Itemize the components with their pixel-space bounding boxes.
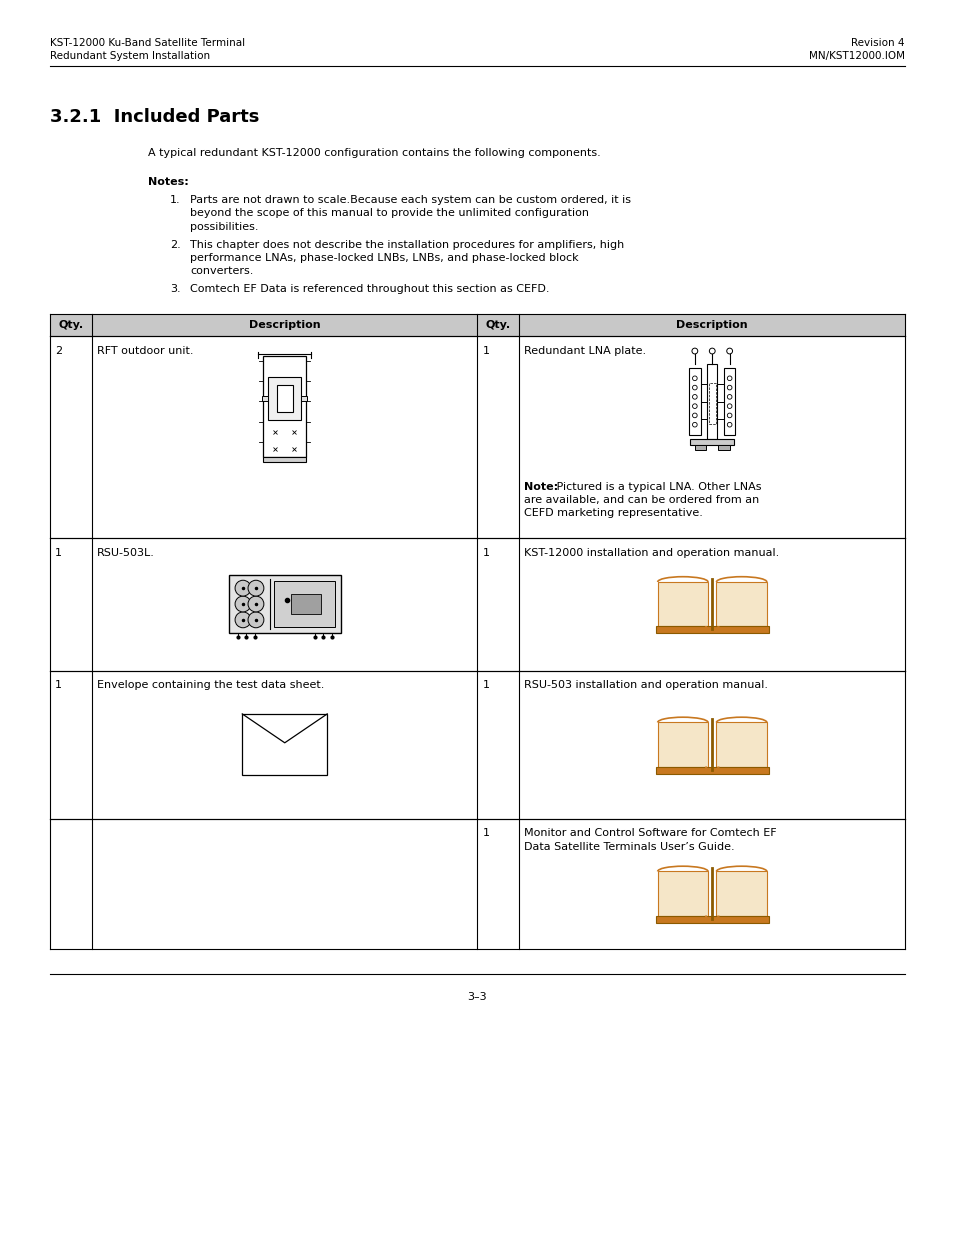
Circle shape <box>692 404 697 409</box>
Text: 3–3: 3–3 <box>467 992 487 1002</box>
Text: A typical redundant KST-12000 configuration contains the following components.: A typical redundant KST-12000 configurat… <box>148 148 600 158</box>
Polygon shape <box>263 356 306 457</box>
Text: MN/KST12000.IOM: MN/KST12000.IOM <box>808 51 904 61</box>
Text: 1: 1 <box>482 547 489 557</box>
Text: Redundant System Installation: Redundant System Installation <box>50 51 210 61</box>
Polygon shape <box>716 582 766 626</box>
Polygon shape <box>657 582 707 626</box>
Text: Parts are not drawn to scale.Because each system can be custom ordered, it is: Parts are not drawn to scale.Because eac… <box>190 195 630 205</box>
Text: RFT outdoor unit.: RFT outdoor unit. <box>97 346 193 356</box>
Polygon shape <box>655 915 768 923</box>
Circle shape <box>692 394 697 399</box>
Text: Redundant LNA plate.: Redundant LNA plate. <box>524 346 646 356</box>
Text: Description: Description <box>249 320 320 330</box>
Text: 1: 1 <box>482 680 489 690</box>
Polygon shape <box>716 872 766 915</box>
Text: RSU-503L.: RSU-503L. <box>97 547 154 557</box>
Circle shape <box>234 580 251 597</box>
Polygon shape <box>242 714 327 776</box>
Circle shape <box>726 404 731 409</box>
Text: possibilities.: possibilities. <box>190 222 258 232</box>
Text: Note:: Note: <box>524 482 558 492</box>
Polygon shape <box>694 445 706 450</box>
Text: KST-12000 installation and operation manual.: KST-12000 installation and operation man… <box>524 547 779 557</box>
Polygon shape <box>690 440 733 445</box>
Text: converters.: converters. <box>190 267 253 277</box>
Text: 1.: 1. <box>170 195 180 205</box>
Polygon shape <box>276 385 293 412</box>
Polygon shape <box>718 445 729 450</box>
Circle shape <box>692 375 697 380</box>
Text: Revision 4: Revision 4 <box>851 38 904 48</box>
Text: RSU-503 installation and operation manual.: RSU-503 installation and operation manua… <box>524 680 768 690</box>
Text: Envelope containing the test data sheet.: Envelope containing the test data sheet. <box>97 680 324 690</box>
Polygon shape <box>657 722 707 767</box>
Circle shape <box>726 422 731 427</box>
Circle shape <box>726 375 731 380</box>
Text: 3.2.1  Included Parts: 3.2.1 Included Parts <box>50 107 259 126</box>
Polygon shape <box>723 368 735 435</box>
Circle shape <box>692 385 697 390</box>
Circle shape <box>692 422 697 427</box>
Text: This chapter does not describe the installation procedures for amplifiers, high: This chapter does not describe the insta… <box>190 240 623 249</box>
Text: Description: Description <box>676 320 747 330</box>
Text: Pictured is a typical LNA. Other LNAs: Pictured is a typical LNA. Other LNAs <box>553 482 761 492</box>
Polygon shape <box>657 872 707 915</box>
Text: 1: 1 <box>482 346 489 356</box>
Text: 2.: 2. <box>170 240 180 249</box>
Text: Qty.: Qty. <box>485 320 511 330</box>
Circle shape <box>726 394 731 399</box>
Polygon shape <box>655 767 768 774</box>
Text: Qty.: Qty. <box>58 320 84 330</box>
Polygon shape <box>268 377 301 420</box>
Text: 1: 1 <box>55 680 62 690</box>
Polygon shape <box>229 576 340 632</box>
Text: 1: 1 <box>55 547 62 557</box>
Polygon shape <box>706 364 717 440</box>
Text: Data Satellite Terminals User’s Guide.: Data Satellite Terminals User’s Guide. <box>524 842 735 852</box>
Polygon shape <box>50 314 904 336</box>
Polygon shape <box>262 396 268 401</box>
Polygon shape <box>301 396 307 401</box>
Circle shape <box>248 597 264 611</box>
Text: Comtech EF Data is referenced throughout this section as CEFD.: Comtech EF Data is referenced throughout… <box>190 284 549 294</box>
Polygon shape <box>688 368 700 435</box>
Circle shape <box>234 611 251 627</box>
Text: Notes:: Notes: <box>148 177 189 186</box>
Polygon shape <box>716 722 766 767</box>
Text: are available, and can be ordered from an: are available, and can be ordered from a… <box>524 495 759 505</box>
Polygon shape <box>291 594 320 614</box>
Polygon shape <box>274 580 335 627</box>
Circle shape <box>248 611 264 627</box>
Text: CEFD marketing representative.: CEFD marketing representative. <box>524 509 702 519</box>
Circle shape <box>248 580 264 597</box>
Polygon shape <box>263 457 306 462</box>
Circle shape <box>726 385 731 390</box>
Text: 3.: 3. <box>170 284 180 294</box>
Circle shape <box>691 348 697 354</box>
Text: 2: 2 <box>55 346 62 356</box>
Circle shape <box>234 597 251 611</box>
Text: KST-12000 Ku-Band Satellite Terminal: KST-12000 Ku-Band Satellite Terminal <box>50 38 245 48</box>
Text: 1: 1 <box>482 829 489 839</box>
Bar <box>708 383 715 424</box>
Text: performance LNAs, phase-locked LNBs, LNBs, and phase-locked block: performance LNAs, phase-locked LNBs, LNB… <box>190 253 578 263</box>
Circle shape <box>726 348 732 354</box>
Polygon shape <box>655 626 768 634</box>
Circle shape <box>709 348 715 354</box>
Circle shape <box>692 412 697 417</box>
Text: beyond the scope of this manual to provide the unlimited configuration: beyond the scope of this manual to provi… <box>190 209 588 219</box>
Circle shape <box>726 412 731 417</box>
Text: Monitor and Control Software for Comtech EF: Monitor and Control Software for Comtech… <box>524 829 777 839</box>
